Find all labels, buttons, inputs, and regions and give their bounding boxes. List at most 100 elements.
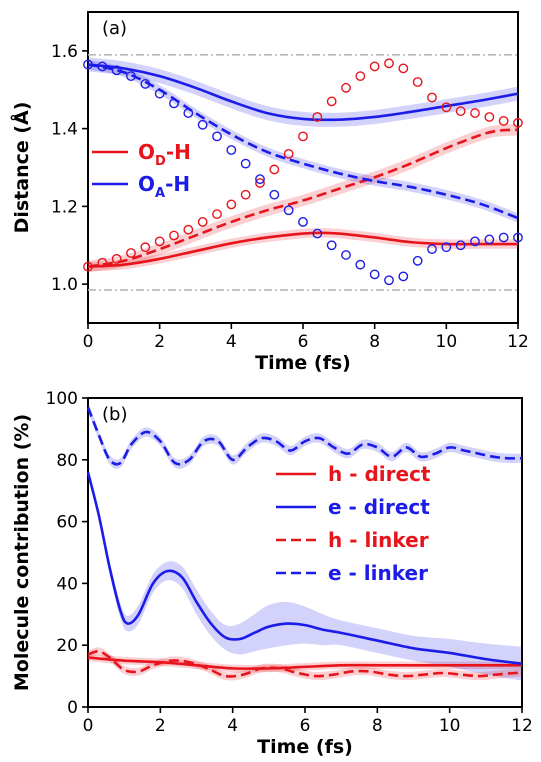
data-point-circle	[255, 174, 265, 185]
series-line	[87, 128, 519, 268]
data-point-circle	[298, 217, 308, 227]
panel-b-x-ticks: 0 2 4 6 8 10 12	[83, 707, 533, 736]
x-tick-label: 6	[300, 716, 311, 736]
x-tick-label: 0	[83, 332, 94, 352]
y-tick-label: 1.4	[51, 120, 78, 140]
legend-label: OD-H	[138, 140, 191, 169]
data-point-circle	[427, 244, 437, 255]
panel-b-tag: (b)	[102, 404, 127, 425]
data-point-circle	[384, 275, 394, 286]
data-point-circle	[441, 242, 452, 253]
data-point-circle	[183, 108, 194, 118]
data-point-circle	[498, 232, 509, 243]
data-point-circle	[111, 65, 122, 76]
x-tick-label: 12	[511, 716, 533, 736]
legend-label: e - linker	[328, 561, 428, 585]
x-tick-label: 10	[439, 716, 461, 736]
uncertainty-band	[88, 57, 518, 127]
data-point-circle	[384, 58, 394, 69]
data-point-circle	[398, 63, 409, 74]
uncertainty-band	[88, 228, 518, 272]
panel-a-y-axis-label: Distance (Å)	[9, 102, 33, 234]
panel-a-x-axis-label: Time (fs)	[255, 352, 351, 374]
panel-b-bands	[88, 402, 522, 681]
data-point-circle	[470, 236, 480, 247]
data-point-circle	[240, 158, 251, 169]
panel-b-legend: h - direct e - direct h - linker e - linker	[276, 462, 431, 585]
panel-a-circles	[83, 58, 523, 286]
data-point-circle	[126, 248, 136, 258]
series-line	[86, 471, 523, 666]
legend-label: h - linker	[328, 528, 429, 552]
x-tick-label: 2	[154, 332, 165, 352]
data-point-circle	[355, 259, 366, 270]
data-point-circle	[412, 77, 423, 87]
panel-b-y-ticks: 0 20 40 60 80 100	[46, 389, 88, 718]
legend-label: e - direct	[328, 495, 430, 519]
panel-a-x-ticks: 0 2 4 6 8 10 12	[83, 323, 529, 352]
data-point-circle	[269, 189, 280, 200]
uncertainty-band	[88, 647, 522, 681]
data-point-circle	[269, 164, 280, 175]
data-point-circle	[240, 189, 251, 200]
panel-a: 0 2 4 6 8 10 12 1.0 1.2 1.4 1.6 (a) Time (fs) Dis…	[9, 11, 529, 374]
x-tick-label: 2	[155, 716, 166, 736]
y-tick-label: 60	[56, 513, 78, 533]
panel-b-x-axis-label: Time (fs)	[257, 736, 353, 758]
data-point-circle	[298, 131, 308, 142]
x-tick-label: 4	[226, 332, 237, 352]
x-tick-label: 10	[436, 332, 458, 352]
y-tick-label: 1.0	[51, 275, 78, 295]
data-point-circle	[255, 178, 265, 188]
y-tick-label: 0	[67, 698, 78, 718]
series-line	[87, 650, 523, 678]
panel-b-lines	[86, 406, 523, 678]
x-tick-label: 0	[83, 716, 94, 736]
data-point-circle	[513, 117, 523, 128]
data-point-circle	[455, 240, 466, 251]
data-point-circle	[412, 255, 423, 266]
data-point-circle	[169, 230, 179, 241]
data-point-circle	[513, 232, 523, 243]
legend-label: OA-H	[138, 172, 190, 201]
data-point-circle	[283, 148, 294, 159]
data-point-circle	[197, 217, 208, 227]
y-tick-label: 80	[56, 451, 78, 471]
data-point-circle	[97, 61, 108, 72]
data-point-circle	[484, 234, 495, 245]
data-point-circle	[369, 269, 380, 280]
data-point-circle	[154, 88, 165, 99]
data-point-circle	[140, 242, 151, 253]
legend-label: h - direct	[328, 462, 431, 486]
data-point-circle	[226, 199, 237, 210]
data-point-circle	[111, 253, 122, 264]
data-point-circle	[498, 115, 509, 126]
data-point-circle	[226, 145, 237, 155]
data-point-circle	[398, 271, 409, 282]
data-point-circle	[341, 250, 351, 260]
uncertainty-band	[88, 469, 522, 681]
data-point-circle	[312, 228, 323, 239]
uncertainty-band	[88, 653, 522, 673]
panel-a-reference-lines	[88, 53, 518, 291]
y-tick-label: 20	[56, 636, 78, 656]
data-point-circle	[470, 108, 480, 118]
data-point-circle	[369, 61, 380, 72]
data-point-circle	[140, 79, 151, 89]
panel-b-y-axis-label: Molecule contribution (%)	[11, 414, 33, 691]
data-point-circle	[455, 106, 466, 117]
y-tick-label: 100	[46, 389, 78, 409]
data-point-circle	[441, 102, 452, 113]
data-point-circle	[326, 240, 337, 251]
x-tick-label: 6	[298, 332, 309, 352]
x-tick-label: 4	[227, 716, 238, 736]
y-tick-label: 1.6	[51, 42, 78, 62]
data-point-circle	[183, 224, 194, 235]
data-point-circle	[197, 119, 208, 130]
data-point-circle	[341, 82, 351, 93]
uncertainty-band	[88, 59, 518, 223]
data-point-circle	[484, 112, 495, 122]
y-tick-label: 40	[56, 574, 78, 594]
data-point-circle	[154, 236, 165, 247]
